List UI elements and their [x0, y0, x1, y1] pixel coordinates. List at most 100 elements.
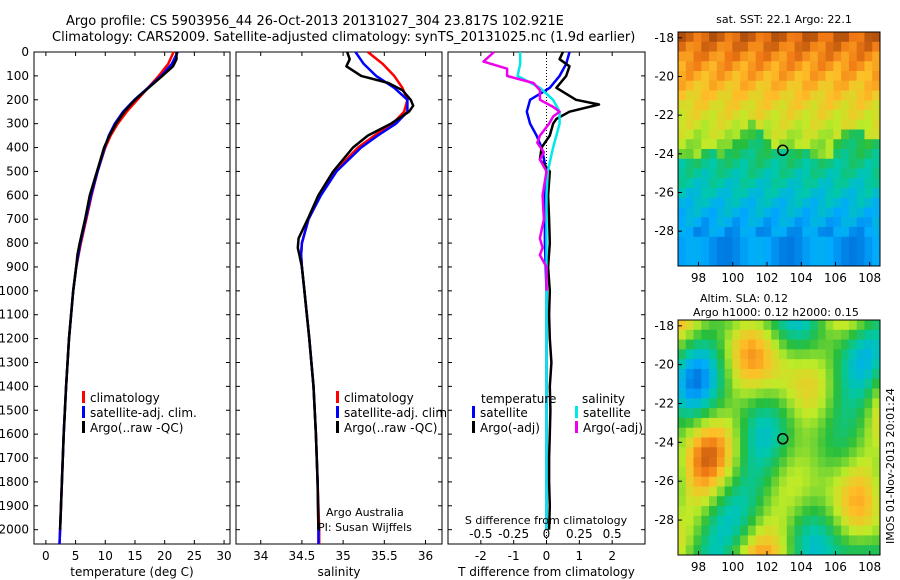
sla-map-cell	[724, 496, 733, 507]
sla-map-cell	[747, 388, 757, 399]
sst-map-cell	[771, 32, 780, 43]
sla-map-cell	[693, 466, 702, 478]
sst-map-cell	[747, 51, 757, 62]
sla-map-cell	[763, 388, 772, 399]
sla-map-cell	[841, 359, 850, 370]
sla-map-cell	[755, 457, 764, 468]
sst-map-cell	[794, 32, 803, 43]
sst-map-cell	[817, 80, 827, 91]
sla-map-cell	[685, 398, 694, 409]
sst-map-cell	[848, 110, 858, 121]
sla-map-cell	[833, 466, 842, 478]
sla-map-cell	[685, 476, 694, 487]
sst-map-cell	[709, 178, 718, 189]
sst-map-cell	[771, 188, 780, 199]
sst-map-cell	[755, 188, 764, 199]
sst-map-cell	[709, 139, 718, 150]
sla-map-cell	[856, 398, 865, 409]
sst-map-cell	[678, 41, 687, 52]
sla-map-cell	[693, 398, 702, 409]
sla-map-cell	[856, 457, 865, 468]
sst-map-cell	[841, 71, 850, 82]
sla-map-cell	[810, 466, 819, 478]
sst-map-cell	[817, 236, 827, 247]
sla-map-cell	[678, 417, 687, 429]
sst-map-cell	[864, 80, 873, 91]
sst-map-cell	[701, 139, 710, 150]
sla-map-cell	[810, 496, 819, 507]
sla-map-cell	[833, 515, 842, 527]
sst-map-cell	[856, 119, 865, 130]
sst-map-cell	[724, 246, 733, 257]
sst-map-cell	[685, 100, 694, 111]
sla-map-cell	[825, 476, 834, 487]
sla-map-cell	[786, 486, 795, 497]
sst-map-cell	[817, 246, 827, 257]
sla-map-cell	[724, 349, 733, 360]
salinity-xlabel: salinity	[317, 565, 360, 579]
sst-map-cell	[693, 32, 702, 43]
sst-map-cell	[841, 158, 850, 169]
sla-map-cell	[779, 515, 788, 527]
sst-map-cell	[693, 129, 702, 140]
sla-map-cell	[740, 466, 749, 478]
sst-map-cell	[779, 129, 788, 140]
sla-map-cell	[856, 515, 865, 527]
sst-map-cell	[755, 217, 764, 228]
sla-map-cell	[678, 525, 687, 536]
sst-map-cell	[841, 110, 850, 121]
sst-map-cell	[817, 168, 827, 179]
sst-map-cell	[833, 80, 842, 91]
sla-map-cell	[848, 486, 858, 497]
sla-map-cell	[747, 457, 757, 468]
sst-map-cell	[771, 178, 780, 189]
sla-map-xtick-label: 106	[824, 560, 847, 574]
sla-map-cell	[841, 320, 850, 331]
sst-map-cell	[817, 119, 827, 130]
sst-map-cell	[724, 178, 733, 189]
sla-map-cell	[678, 545, 687, 556]
sla-map-cell	[841, 525, 850, 536]
sla-map-cell	[817, 329, 827, 340]
sla-map-cell	[709, 496, 718, 507]
sst-map-cell	[716, 110, 726, 121]
sst-map-cell	[732, 139, 741, 150]
sst-map-xtick-label: 102	[756, 271, 779, 285]
sst-map-cell	[802, 100, 811, 111]
salinity-xtick-label: 36	[418, 549, 433, 563]
sst-map-cell	[802, 158, 811, 169]
sst-map-cell	[771, 129, 780, 140]
sla-map-cell	[693, 427, 702, 438]
sla-map-cell	[747, 447, 757, 458]
sla-map-cell	[864, 496, 873, 507]
sla-map-cell	[779, 408, 788, 419]
sla-map-cell	[747, 486, 757, 497]
sst-map-cell	[779, 158, 788, 169]
sla-map-cell	[833, 329, 842, 340]
sst-map-cell	[794, 110, 803, 121]
sst-map-frame	[677, 31, 881, 267]
sst-map-cell	[701, 129, 710, 140]
sla-map-cell	[802, 506, 811, 517]
sst-map-cell	[732, 119, 741, 130]
sst-map-cell	[678, 246, 687, 257]
sla-map-cell	[786, 398, 795, 409]
sst-map-cell	[825, 256, 834, 267]
sst-map-cell	[709, 197, 718, 208]
sst-map-cell	[779, 197, 788, 208]
sla-map-cell	[825, 359, 834, 370]
sla-map-cell	[740, 378, 749, 389]
sla-map-cell	[817, 466, 827, 478]
sst-map-cell	[794, 129, 803, 140]
sst-map-cell	[716, 197, 726, 208]
sla-map-cell	[810, 329, 819, 340]
sst-map-cell	[825, 80, 834, 91]
sst-map-cell	[848, 90, 858, 101]
sst-map-cell	[794, 236, 803, 247]
sla-map-cell	[685, 427, 694, 438]
sla-map-cell	[872, 408, 881, 419]
sla-map-cell	[825, 329, 834, 340]
sla-map-cell	[856, 545, 865, 556]
sst-map-cell	[825, 41, 834, 52]
sst-map-cell	[678, 207, 687, 218]
